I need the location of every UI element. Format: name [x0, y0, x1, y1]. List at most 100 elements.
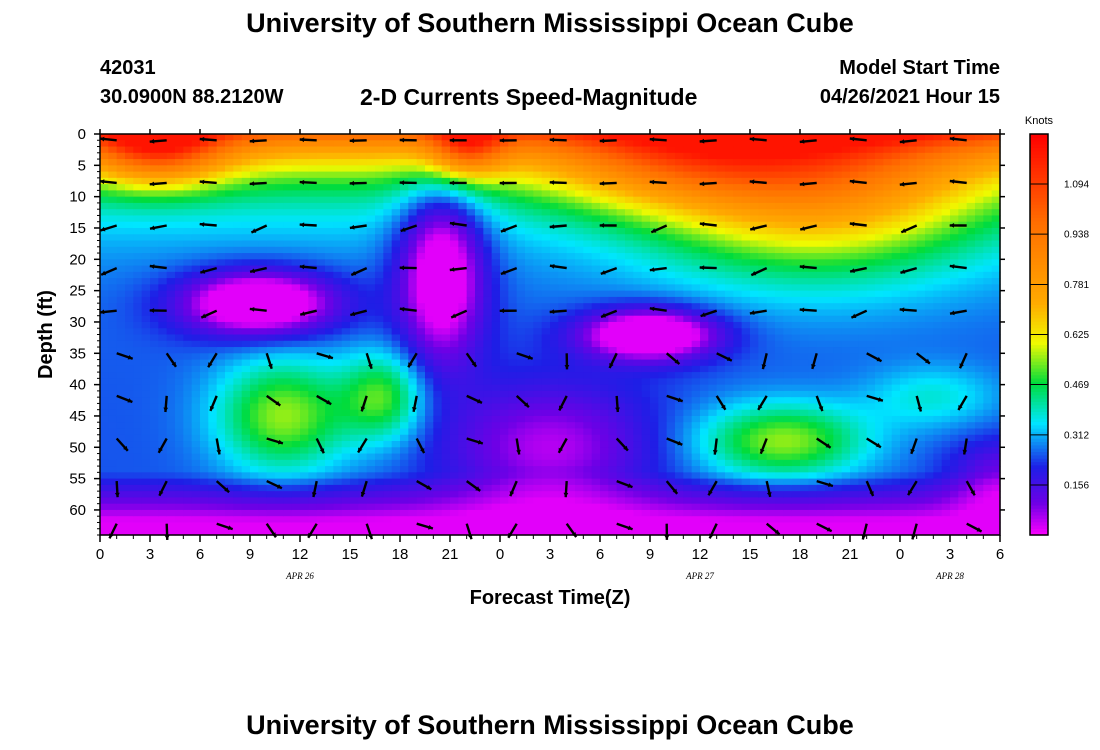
- heatmap-cell: [141, 378, 151, 386]
- heatmap-cell: [216, 372, 226, 379]
- heatmap-cell: [325, 497, 334, 505]
- heatmap-cell: [166, 253, 176, 260]
- heatmap-cell: [516, 497, 526, 505]
- heatmap-cell: [408, 390, 418, 398]
- heatmap-cell: [441, 134, 451, 141]
- heatmap-cell: [258, 409, 268, 417]
- heatmap-cell: [708, 422, 718, 430]
- heatmap-cell: [350, 184, 359, 191]
- heatmap-cell: [266, 334, 276, 342]
- model-start-value: 04/26/2021 Hour 15: [819, 86, 1000, 108]
- heatmap-cell: [333, 328, 343, 336]
- heatmap-cell: [225, 466, 234, 473]
- heatmap-cell: [466, 265, 476, 273]
- heatmap-cell: [266, 259, 276, 267]
- heatmap-cell: [691, 372, 701, 379]
- heatmap-cell: [483, 422, 493, 430]
- heatmap-cell: [650, 459, 659, 467]
- heatmap-cell: [116, 334, 126, 342]
- heatmap-cell: [141, 353, 151, 361]
- heatmap-cell: [533, 234, 543, 242]
- heatmap-cell: [233, 253, 243, 260]
- heatmap-cell: [533, 397, 543, 405]
- heatmap-cell: [225, 503, 234, 511]
- heatmap-cell: [716, 221, 726, 229]
- heatmap-cell: [508, 453, 518, 461]
- heatmap-cell: [441, 466, 451, 473]
- heatmap-cell: [408, 309, 418, 317]
- heatmap-cell: [658, 497, 668, 505]
- heatmap-cell: [441, 159, 451, 166]
- heatmap-cell: [725, 171, 734, 179]
- heatmap-cell: [266, 165, 276, 173]
- heatmap-cell: [416, 453, 426, 461]
- heatmap-cell: [183, 372, 193, 379]
- heatmap-cell: [591, 353, 601, 361]
- heatmap-cell: [458, 459, 468, 467]
- heatmap-cell: [141, 290, 151, 298]
- heatmap-cell: [125, 328, 134, 336]
- heatmap-cell: [633, 184, 643, 191]
- heatmap-cell: [550, 340, 559, 348]
- heatmap-cell: [241, 415, 251, 423]
- heatmap-cell: [166, 234, 176, 242]
- heatmap-cell: [541, 447, 551, 455]
- heatmap-cell: [458, 259, 468, 267]
- heatmap-cell: [683, 353, 693, 361]
- heatmap-cell: [150, 202, 159, 210]
- heatmap-cell: [475, 177, 484, 185]
- heatmap-cell: [266, 209, 276, 217]
- heatmap-cell: [516, 265, 526, 273]
- heatmap-cell: [625, 422, 634, 430]
- heatmap-cell: [500, 196, 509, 204]
- heatmap-cell: [575, 390, 584, 398]
- heatmap-cell: [116, 340, 126, 348]
- heatmap-cell: [350, 296, 359, 304]
- heatmap-cell: [208, 240, 218, 248]
- heatmap-cell: [375, 271, 384, 279]
- heatmap-cell: [650, 321, 659, 329]
- heatmap-cell: [150, 522, 159, 530]
- heatmap-cell: [566, 497, 576, 505]
- heatmap-cell: [375, 509, 384, 517]
- heatmap-cell: [658, 441, 668, 448]
- heatmap-cell: [625, 447, 634, 455]
- heatmap-cell: [400, 328, 409, 336]
- heatmap-cell: [550, 290, 559, 298]
- heatmap-cell: [741, 159, 751, 166]
- heatmap-cell: [158, 296, 168, 304]
- heatmap-cell: [291, 491, 301, 499]
- heatmap-cell: [533, 390, 543, 398]
- heatmap-cell: [575, 503, 584, 511]
- heatmap-cell: [716, 165, 726, 173]
- heatmap-cell: [483, 522, 493, 530]
- heatmap-cell: [525, 253, 534, 260]
- heatmap-cell: [458, 140, 468, 148]
- heatmap-cell: [383, 428, 393, 436]
- heatmap-cell: [483, 146, 493, 154]
- heatmap-cell: [341, 190, 351, 198]
- heatmap-cell: [416, 372, 426, 379]
- heatmap-cell: [733, 353, 743, 361]
- heatmap-cell: [558, 202, 568, 210]
- heatmap-cell: [225, 497, 234, 505]
- heatmap-cell: [300, 384, 309, 392]
- heatmap-cell: [508, 140, 518, 148]
- heatmap-cell: [733, 459, 743, 467]
- heatmap-cell: [550, 146, 559, 154]
- heatmap-cell: [266, 253, 276, 260]
- heatmap-cell: [258, 434, 268, 442]
- heatmap-cell: [483, 309, 493, 317]
- heatmap-cell: [600, 353, 609, 361]
- heatmap-cell: [675, 259, 684, 267]
- heatmap-cell: [541, 415, 551, 423]
- heatmap-cell: [425, 265, 434, 273]
- heatmap-cell: [125, 340, 134, 348]
- heatmap-cell: [550, 221, 559, 229]
- heatmap-cell: [700, 321, 709, 329]
- heatmap-cell: [208, 152, 218, 160]
- heatmap-cell: [533, 359, 543, 367]
- heatmap-cell: [233, 378, 243, 386]
- heatmap-cell: [458, 409, 468, 417]
- heatmap-cell: [666, 359, 676, 367]
